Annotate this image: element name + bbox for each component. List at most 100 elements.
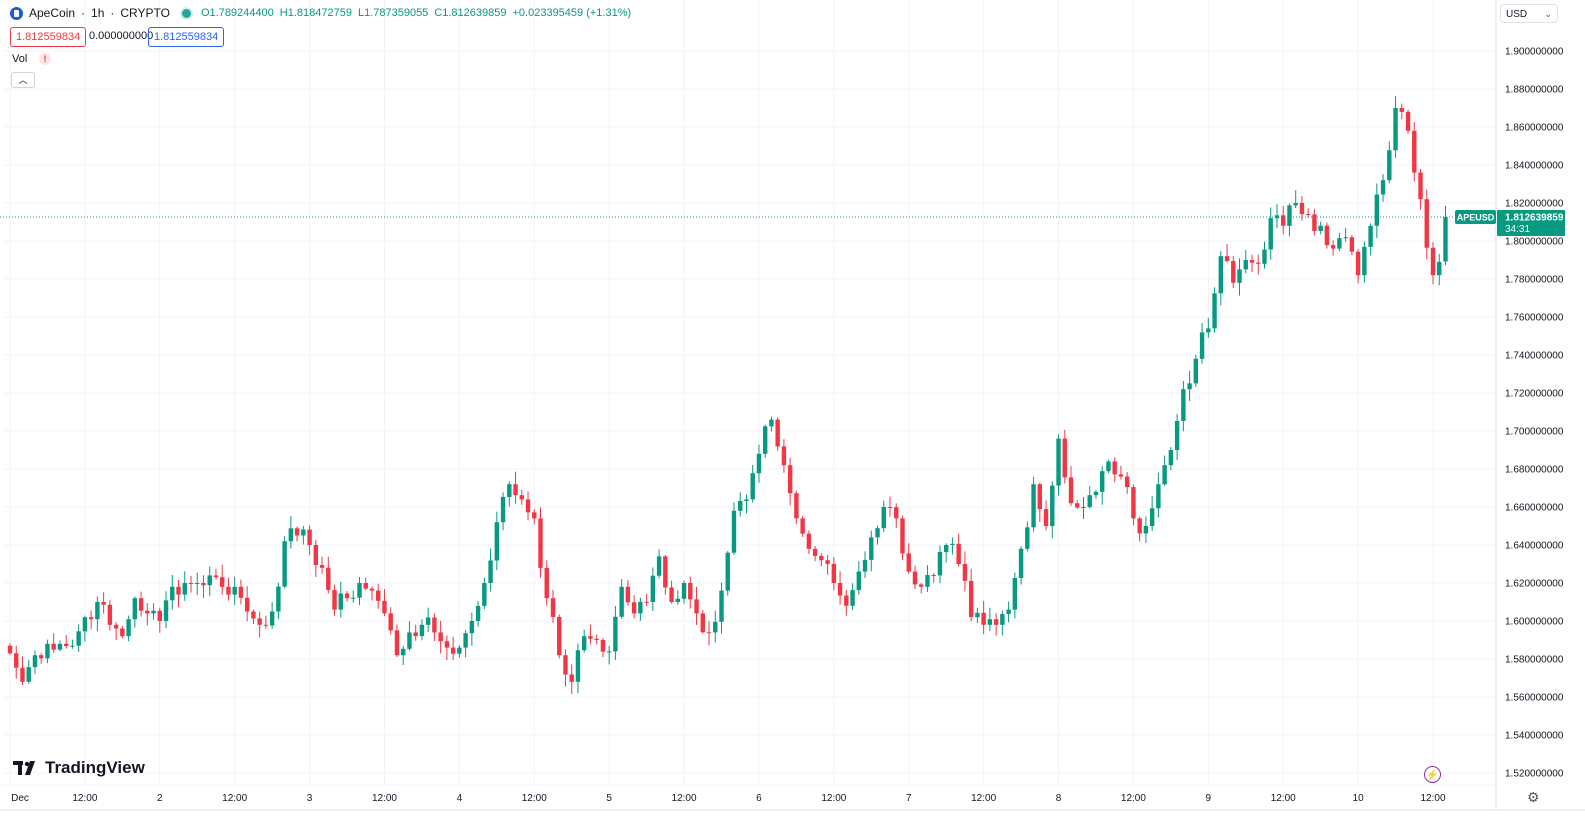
candle [681, 580, 687, 604]
candle [981, 600, 986, 635]
candle [145, 603, 150, 626]
time-tick-label: 9 [1206, 793, 1212, 804]
candle [1412, 122, 1417, 182]
candle-body [725, 552, 730, 591]
candle-body [575, 650, 581, 682]
candle-body [987, 619, 993, 625]
candle [1224, 243, 1230, 263]
candle-body [950, 543, 955, 545]
time-tick-label: 6 [756, 793, 762, 804]
candle [663, 554, 668, 595]
candle [1187, 370, 1192, 401]
candle [638, 597, 643, 621]
candle [407, 621, 412, 651]
candle-body [638, 601, 643, 614]
time-axis[interactable]: Dec 12:00 2 12:00 3 12:00 4 12:00 5 12:00 6 12:00 7 1… [11, 793, 1446, 804]
candle-body [1312, 214, 1317, 231]
sell-button[interactable]: 1.812559834 [10, 27, 87, 47]
candle-body [357, 583, 362, 598]
price-tick-label: 1.860000000 [1505, 123, 1564, 134]
time-tick-label: 12:00 [672, 793, 697, 804]
candle [532, 509, 537, 525]
candle [332, 584, 337, 616]
spread-value: 0.000000000 [89, 30, 154, 42]
candle [32, 650, 38, 675]
candle [731, 502, 737, 555]
candle [376, 583, 381, 609]
interval[interactable]: 1h [91, 6, 105, 20]
candle-body [113, 624, 119, 629]
candle-body [51, 643, 56, 650]
time-tick-label: 4 [457, 793, 463, 804]
candle [1287, 203, 1292, 237]
candle-body [688, 583, 693, 600]
candle-body [400, 648, 406, 656]
time-tick-label: 12:00 [821, 793, 846, 804]
candle [338, 581, 343, 618]
candle-body [1168, 450, 1174, 466]
price-tick-label: 1.700000000 [1505, 427, 1564, 438]
candle [1174, 413, 1180, 461]
candle [1018, 546, 1024, 585]
candle-body [95, 602, 100, 620]
candle-body [1362, 246, 1367, 276]
candle-body [363, 583, 368, 589]
candle [76, 624, 81, 652]
symbol-name[interactable]: ApeCoin [29, 6, 76, 20]
candle [538, 507, 543, 578]
candle-body [993, 619, 999, 625]
candle [1374, 183, 1380, 239]
candle-body [220, 577, 225, 587]
currency-select[interactable]: USD ⌄ [1500, 4, 1558, 23]
candle-body [332, 589, 337, 610]
candle-body [1100, 471, 1105, 492]
price-tick-label: 1.600000000 [1505, 617, 1564, 628]
candle [1268, 207, 1273, 260]
candle [1131, 484, 1136, 526]
candle [713, 610, 718, 643]
price-tick-label: 1.560000000 [1505, 693, 1564, 704]
candle-body [937, 552, 943, 576]
candle-body [1437, 261, 1442, 276]
collapse-chevron-icon[interactable]: ︿ [11, 72, 35, 88]
candle [950, 537, 955, 555]
brand-name: TradingView [45, 758, 145, 777]
ohlc-open: O1.789244400 [200, 7, 274, 19]
candle-body [1249, 260, 1255, 263]
price-tick-label: 1.820000000 [1505, 199, 1564, 210]
candle-body [294, 528, 300, 536]
volume-label[interactable]: Vol [12, 53, 28, 65]
candle-body [450, 647, 456, 654]
candle [1237, 258, 1242, 296]
candle-body [900, 518, 905, 554]
candle [388, 607, 393, 635]
candle-body [57, 643, 63, 650]
candle [319, 556, 325, 574]
candle [1299, 196, 1305, 221]
candle-body [1443, 217, 1448, 262]
exchange: CRYPTO [120, 6, 170, 20]
candle [631, 595, 637, 619]
gear-icon[interactable]: ⚙ [1527, 789, 1540, 805]
candle-body [319, 565, 325, 568]
candle [869, 530, 874, 572]
candle-body [775, 419, 780, 447]
candle [1106, 459, 1111, 473]
tradingview-logo[interactable]: TradingView [13, 758, 145, 778]
candle-body [1174, 420, 1180, 450]
candle [1037, 482, 1043, 522]
buy-button[interactable]: 1.812559834 [148, 27, 225, 47]
candle [1143, 516, 1149, 543]
market-status-icon[interactable] [181, 8, 191, 18]
candle-body [107, 604, 113, 625]
candle-body [769, 419, 774, 427]
warning-icon[interactable]: ! [39, 53, 51, 65]
price-axis[interactable]: 1.900000000 1.880000000 1.860000000 1.84000… [1505, 47, 1564, 780]
candle-body [1087, 495, 1092, 507]
candle [1124, 472, 1130, 495]
candle-body [600, 640, 606, 652]
candle-body [195, 583, 200, 584]
lightning-icon[interactable]: ⚡ [1424, 766, 1441, 783]
candle-body [619, 586, 624, 617]
